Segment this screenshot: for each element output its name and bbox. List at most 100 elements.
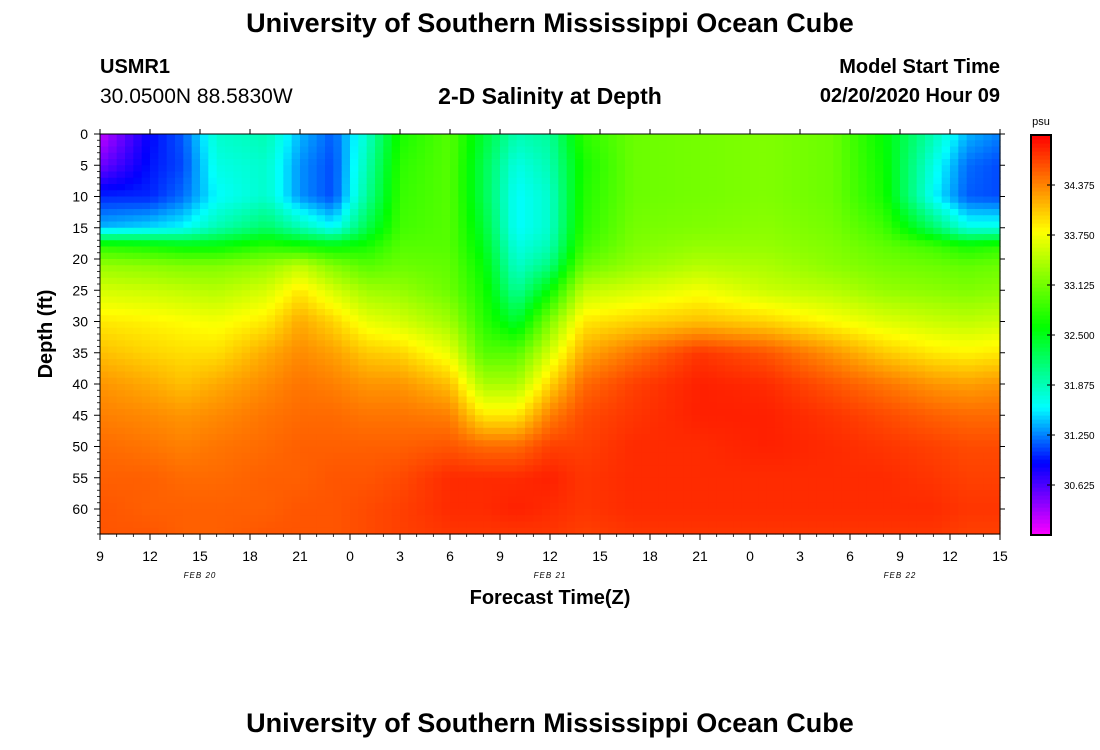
heatmap-cell: [366, 265, 376, 273]
heatmap-cell: [125, 527, 134, 535]
heatmap-cell: [383, 252, 393, 260]
heatmap-cell: [525, 321, 534, 329]
heatmap-cell: [350, 171, 359, 179]
heatmap-cell: [458, 190, 468, 198]
heatmap-cell: [166, 240, 176, 248]
heatmap-cell: [516, 346, 526, 354]
heatmap-cell: [200, 384, 209, 391]
heatmap-cell: [225, 190, 234, 198]
heatmap-cell: [508, 234, 518, 241]
heatmap-cell: [458, 234, 468, 241]
heatmap-cell: [725, 521, 734, 529]
heatmap-cell: [700, 352, 709, 360]
heatmap-cell: [400, 227, 409, 235]
heatmap-cell: [483, 140, 493, 148]
heatmap-cell: [625, 409, 634, 416]
heatmap-cell: [233, 415, 243, 423]
heatmap-cell: [633, 409, 643, 416]
heatmap-cell: [508, 434, 518, 441]
heatmap-cell: [233, 171, 243, 179]
heatmap-cell: [566, 209, 576, 216]
heatmap-cell: [608, 184, 618, 191]
heatmap-cell: [600, 252, 609, 260]
heatmap-cell: [175, 190, 184, 198]
heatmap-cell: [450, 390, 459, 398]
heatmap-cell: [233, 452, 243, 460]
heatmap-cell: [125, 365, 134, 373]
heatmap-cell: [116, 334, 126, 341]
heatmap-cell: [225, 477, 234, 485]
heatmap-cell: [358, 202, 368, 210]
heatmap-cell: [266, 515, 276, 523]
heatmap-cell: [583, 440, 593, 448]
heatmap-cell: [150, 227, 159, 235]
heatmap-cell: [691, 384, 701, 391]
heatmap-cell: [566, 421, 576, 429]
heatmap-cell: [566, 146, 576, 154]
heatmap-cell: [333, 190, 343, 198]
heatmap-cell: [400, 152, 409, 160]
heatmap-cell: [275, 427, 284, 435]
heatmap-cell: [241, 140, 251, 148]
heatmap-cell: [116, 390, 126, 398]
heatmap-cell: [475, 284, 484, 291]
heatmap-cell: [200, 271, 209, 279]
heatmap-cell: [733, 215, 743, 223]
heatmap-cell: [375, 471, 384, 479]
heatmap-cell: [358, 309, 368, 316]
heatmap-cell: [225, 371, 234, 379]
heatmap-cell: [533, 246, 543, 254]
heatmap-cell: [333, 359, 343, 366]
heatmap-cell: [533, 477, 543, 485]
heatmap-cell: [258, 315, 268, 323]
heatmap-cell: [716, 184, 726, 191]
heatmap-cell: [533, 527, 543, 535]
heatmap-cell: [258, 484, 268, 491]
heatmap-cell: [666, 477, 676, 485]
heatmap-cell: [125, 296, 134, 304]
heatmap-cell: [283, 196, 293, 204]
heatmap-cell: [350, 202, 359, 210]
heatmap-cell: [133, 259, 143, 266]
heatmap-cell: [675, 177, 684, 185]
heatmap-cell: [466, 177, 476, 185]
heatmap-cell: [350, 209, 359, 216]
heatmap-cell: [366, 396, 376, 404]
heatmap-cell: [525, 377, 534, 385]
heatmap-cell: [441, 171, 451, 179]
heatmap-cell: [108, 340, 118, 348]
heatmap-cell: [408, 265, 418, 273]
heatmap-cell: [691, 177, 701, 185]
heatmap-cell: [658, 196, 668, 204]
heatmap-cell: [733, 259, 743, 266]
heatmap-cell: [241, 527, 251, 535]
heatmap-cell: [708, 309, 718, 316]
heatmap-cell: [100, 434, 109, 441]
heatmap-cell: [300, 440, 309, 448]
heatmap-cell: [225, 165, 234, 173]
heatmap-cell: [100, 202, 109, 210]
heatmap-cell: [558, 521, 568, 529]
heatmap-cell: [191, 427, 201, 435]
heatmap-cell: [525, 202, 534, 210]
heatmap-cell: [700, 140, 709, 148]
heatmap-cell: [616, 471, 626, 479]
heatmap-cell: [450, 240, 459, 248]
heatmap-cell: [458, 265, 468, 273]
heatmap-cell: [725, 490, 734, 498]
heatmap-cell: [116, 284, 126, 291]
heatmap-cell: [183, 390, 193, 398]
heatmap-cell: [233, 321, 243, 329]
heatmap-cell: [683, 402, 693, 410]
heatmap-cell: [100, 384, 109, 391]
heatmap-cell: [450, 246, 459, 254]
heatmap-cell: [516, 377, 526, 385]
heatmap-cell: [308, 490, 318, 498]
heatmap-cell: [508, 159, 518, 166]
heatmap-cell: [583, 259, 593, 266]
heatmap-cell: [550, 190, 559, 198]
heatmap-cell: [466, 452, 476, 460]
heatmap-cell: [158, 252, 168, 260]
heatmap-cell: [433, 440, 443, 448]
heatmap-cell: [450, 227, 459, 235]
